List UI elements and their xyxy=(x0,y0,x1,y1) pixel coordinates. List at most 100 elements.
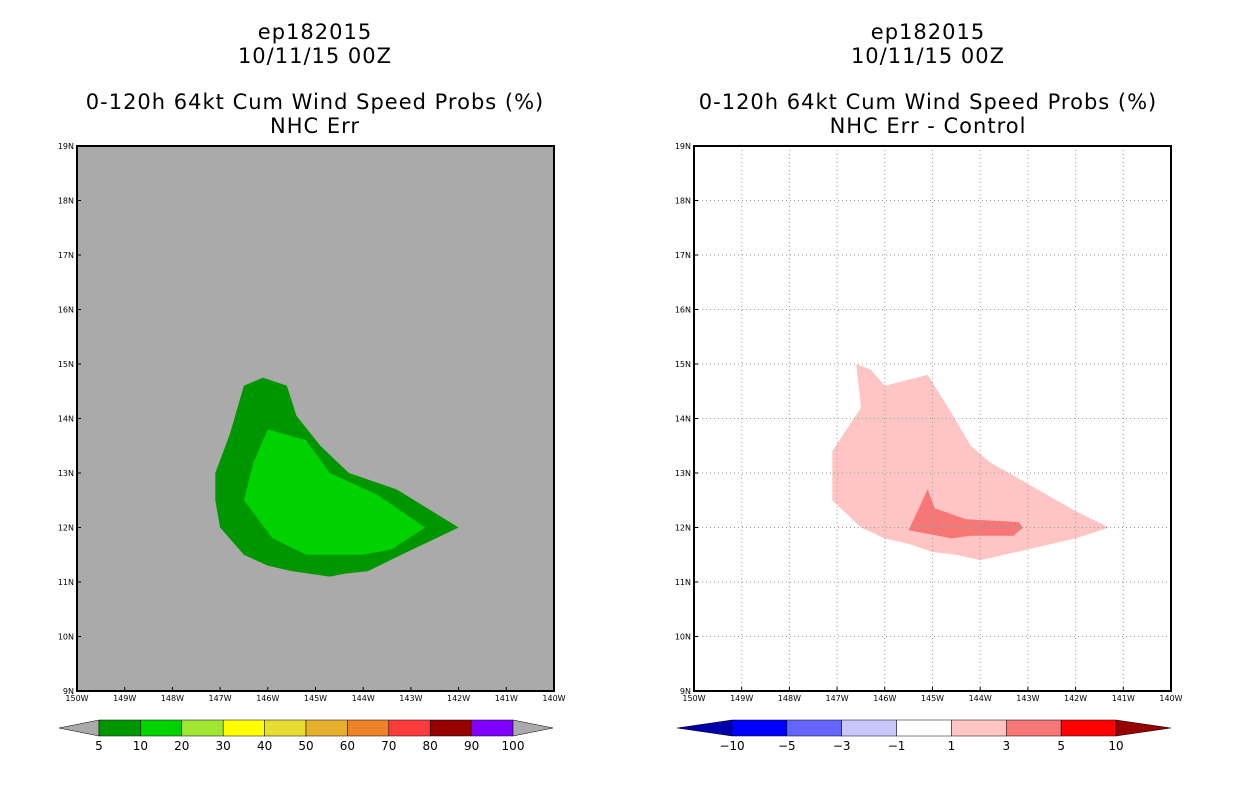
left-x-tick-label: 147W xyxy=(209,694,232,703)
left-y-tick-label: 16N xyxy=(58,306,74,315)
right-y-tick-label: 10N xyxy=(675,633,691,642)
left-colorbar-swatch xyxy=(140,719,183,737)
left-x-tick-label: 142W xyxy=(447,694,470,703)
left-colorbar-high-arrow xyxy=(512,719,554,737)
right-colorbar-label: −5 xyxy=(778,739,796,753)
right-colorbar-swatch xyxy=(731,719,788,737)
left-colorbar-label: 20 xyxy=(174,739,189,753)
left-title-date: 10/11/15 00Z xyxy=(237,44,393,68)
right-y-tick-label: 13N xyxy=(675,469,691,478)
right-contour-1-3 xyxy=(832,364,1109,561)
left-y-tick-label: 13N xyxy=(58,469,74,478)
left-colorbar-label: 60 xyxy=(340,739,355,753)
left-y-tick-label: 14N xyxy=(58,415,74,424)
right-contour-3-5 xyxy=(908,489,1024,539)
left-y-tick-label: 11N xyxy=(58,578,74,587)
left-colorbar-swatch xyxy=(181,719,224,737)
right-y-tick-label: 12N xyxy=(675,524,691,533)
left-colorbar-label: 70 xyxy=(381,739,396,753)
left-colorbar-label: 5 xyxy=(95,739,103,753)
left-colorbar-swatch xyxy=(347,719,390,737)
right-colorbar-high-arrow xyxy=(1115,719,1172,737)
left-y-tick-label: 9N xyxy=(63,687,74,696)
right-colorbar-swatch xyxy=(1060,719,1117,737)
left-x-tick-label: 145W xyxy=(304,694,327,703)
left-y-tick-label: 10N xyxy=(58,633,74,642)
left-y-tick-label: 17N xyxy=(58,251,74,260)
right-x-tick-label: 148W xyxy=(778,694,801,703)
left-title-subtitle: NHC Err xyxy=(269,114,360,138)
left-contour-10-20 xyxy=(243,429,426,555)
right-y-tick-label: 11N xyxy=(675,578,691,587)
right-x-tick-label: 140W xyxy=(1159,694,1182,703)
left-x-tick-label: 148W xyxy=(161,694,184,703)
right-colorbar-low-arrow xyxy=(676,719,733,737)
right-title-subtitle: NHC Err - Control xyxy=(829,114,1027,138)
left-x-tick-label: 143W xyxy=(399,694,422,703)
left-title-block: ep182015 10/11/15 00Z 0-120h 64kt Cum Wi… xyxy=(55,20,575,138)
right-y-tick-label: 15N xyxy=(675,360,691,369)
right-y-tick-label: 19N xyxy=(675,142,691,151)
left-colorbar-label: 100 xyxy=(502,739,525,753)
left-x-tick-label: 149W xyxy=(113,694,136,703)
left-chart: 150W 149W 148W 147W 146W 145W 144W 143W 142W 141W… xyxy=(58,142,566,753)
left-colorbar-swatch xyxy=(264,719,307,737)
right-colorbar-label: 10 xyxy=(1108,739,1123,753)
left-colorbar-swatch xyxy=(471,719,514,737)
right-colorbar-swatch xyxy=(896,719,952,737)
left-colorbar: 5 10 20 30 40 50 60 70 80 90 100 xyxy=(58,719,554,753)
right-title-date: 10/11/15 00Z xyxy=(850,44,1006,68)
left-colorbar-swatch xyxy=(429,719,472,737)
right-x-tick-label: 150W xyxy=(682,694,705,703)
right-colorbar-swatch xyxy=(1006,719,1062,737)
left-title-product: 0-120h 64kt Cum Wind Speed Probs (%) xyxy=(85,90,545,114)
left-x-tick-label: 144W xyxy=(352,694,375,703)
right-y-tick-label: 9N xyxy=(680,687,691,696)
right-colorbar-label: 5 xyxy=(1057,739,1065,753)
right-colorbar-swatch xyxy=(786,719,842,737)
right-colorbar-label: 3 xyxy=(1002,739,1010,753)
left-plot-background xyxy=(77,146,554,691)
right-y-tick-label: 14N xyxy=(675,415,691,424)
right-x-tick-label: 147W xyxy=(826,694,849,703)
right-x-tick-label: 142W xyxy=(1064,694,1087,703)
right-y-tick-label: 17N xyxy=(675,251,691,260)
right-colorbar-label: −10 xyxy=(719,739,744,753)
left-y-tick-label: 18N xyxy=(58,197,74,206)
left-colorbar-label: 50 xyxy=(298,739,313,753)
right-chart: 150W 149W 148W 147W 146W 145W 144W 143W 142W 141W… xyxy=(675,142,1183,753)
left-colorbar-swatch xyxy=(98,719,141,737)
right-y-tick-label: 16N xyxy=(675,306,691,315)
left-colorbar-low-arrow xyxy=(58,719,100,737)
right-x-tick-label: 141W xyxy=(1112,694,1135,703)
right-x-tick-label: 145W xyxy=(921,694,944,703)
left-colorbar-label: 80 xyxy=(423,739,438,753)
left-x-tick-label: 146W xyxy=(256,694,279,703)
right-colorbar-label: −3 xyxy=(833,739,851,753)
left-x-tick-label: 141W xyxy=(495,694,518,703)
left-y-tick-label: 19N xyxy=(58,142,74,151)
left-colorbar-label: 30 xyxy=(216,739,231,753)
right-title-block: ep182015 10/11/15 00Z 0-120h 64kt Cum Wi… xyxy=(668,20,1188,138)
right-colorbar: −10 −5 −3 −1 1 3 5 10 xyxy=(676,719,1172,753)
left-colorbar-label: 10 xyxy=(133,739,148,753)
right-colorbar-label: 1 xyxy=(948,739,956,753)
right-colorbar-swatch xyxy=(951,719,1007,737)
left-title-storm: ep182015 xyxy=(257,20,373,44)
left-colorbar-label: 90 xyxy=(464,739,479,753)
right-title-product: 0-120h 64kt Cum Wind Speed Probs (%) xyxy=(698,90,1158,114)
right-x-tick-label: 146W xyxy=(873,694,896,703)
left-x-tick-label: 140W xyxy=(542,694,565,703)
right-x-tick-label: 144W xyxy=(969,694,992,703)
right-y-tick-label: 18N xyxy=(675,197,691,206)
right-colorbar-swatch xyxy=(841,719,897,737)
right-x-tick-label: 149W xyxy=(730,694,753,703)
right-colorbar-label: −1 xyxy=(888,739,906,753)
left-colorbar-swatch xyxy=(388,719,431,737)
left-colorbar-swatch xyxy=(305,719,348,737)
left-x-tick-label: 150W xyxy=(65,694,88,703)
left-colorbar-swatch xyxy=(222,719,265,737)
left-colorbar-label: 40 xyxy=(257,739,272,753)
right-title-storm: ep182015 xyxy=(870,20,986,44)
left-y-tick-label: 15N xyxy=(58,360,74,369)
